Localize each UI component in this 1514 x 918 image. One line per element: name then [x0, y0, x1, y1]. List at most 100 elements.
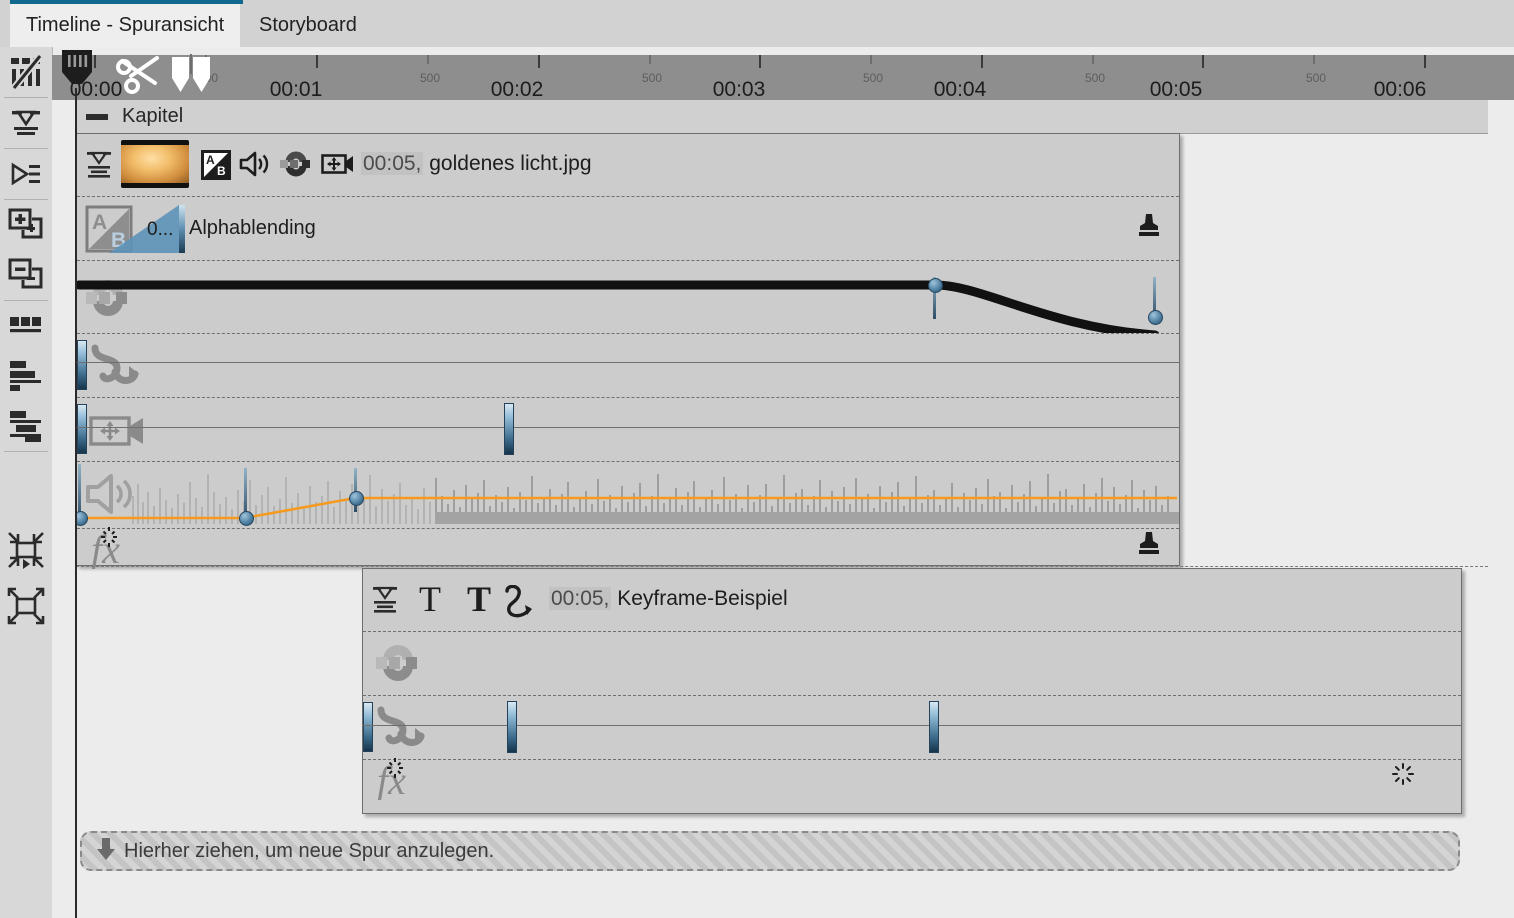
timeline-body: Kapitel A: [52, 100, 1514, 918]
ruler-minor-label: 500: [862, 71, 884, 85]
clip-header-row[interactable]: A B: [77, 134, 1179, 196]
ruler-tick-minor: [1313, 55, 1315, 64]
keyframe-stem: [244, 468, 247, 520]
stamp-icon[interactable]: [1137, 211, 1161, 244]
zoom-expand-arrow-icon[interactable]: [0, 553, 52, 575]
ruler-tick-major: [981, 55, 983, 68]
svg-text:A: A: [92, 211, 107, 234]
keyframe-dot[interactable]: [1148, 310, 1163, 325]
timeline-ruler[interactable]: 500 500 500 500 500 500 00:00 00:01 00:0…: [52, 55, 1514, 101]
split-mode-icon[interactable]: [0, 47, 52, 97]
transition-value: 0...: [147, 219, 174, 240]
insert-down-icon[interactable]: [0, 98, 52, 148]
split-marker-icon[interactable]: [170, 52, 212, 101]
keyframe-dot[interactable]: [77, 511, 88, 526]
ruler-tick-major: [94, 55, 96, 68]
keyframe-stem: [1153, 277, 1156, 319]
keyframe-dot[interactable]: [349, 491, 364, 506]
curl-icon[interactable]: [503, 584, 537, 624]
chapter-bar[interactable]: Kapitel: [76, 100, 1488, 134]
ruler-tick-major: [1202, 55, 1204, 68]
motion-baseline: [77, 362, 1179, 363]
motion-row[interactable]: [363, 696, 1461, 759]
single-track-view-icon[interactable]: [0, 301, 52, 351]
toolbar-divider: [4, 300, 48, 301]
clip-title: 00:05, Keyframe-Beispiel: [549, 587, 788, 611]
motion-baseline: [363, 725, 1461, 726]
magnet-icon: [375, 640, 423, 691]
keyframe-marker[interactable]: [363, 702, 373, 752]
transition-row[interactable]: A B 0... Alphablending: [77, 197, 1179, 260]
row-divider: [77, 196, 1179, 197]
stagger-track-view-icon[interactable]: [0, 401, 52, 451]
minus-icon[interactable]: [86, 113, 108, 120]
audio-row[interactable]: [77, 462, 1179, 528]
magnet-icon[interactable]: [279, 148, 313, 180]
clip-name: Keyframe-Beispiel: [617, 587, 788, 610]
video-clip[interactable]: A B: [76, 133, 1180, 572]
track-insert-icon[interactable]: [371, 585, 399, 615]
keyframe-dot[interactable]: [928, 278, 943, 293]
ruler-tick-major: [538, 55, 540, 68]
volume-envelope[interactable]: [77, 462, 1179, 528]
fx-icon[interactable]: fx: [375, 754, 431, 805]
svg-text:A: A: [206, 153, 215, 167]
transition-ramp[interactable]: [109, 205, 185, 253]
toolbar-divider: [4, 199, 48, 200]
add-track-icon[interactable]: [0, 200, 52, 250]
keyframe-dot[interactable]: [239, 511, 254, 526]
keyframe-stem: [933, 277, 936, 319]
keyframe-marker[interactable]: [929, 701, 939, 753]
chapter-label: Kapitel: [122, 105, 184, 127]
playhead-line[interactable]: [75, 88, 77, 918]
curved-arrow-icon: [89, 342, 143, 395]
multi-track-view-icon[interactable]: [0, 351, 52, 401]
text-bold-icon[interactable]: T: [467, 579, 492, 619]
tab-timeline-spuransicht[interactable]: Timeline - Spuransicht: [10, 4, 241, 47]
motion-row[interactable]: [77, 334, 1179, 397]
track-insert-icon[interactable]: [85, 150, 113, 180]
row-divider: [77, 260, 1179, 261]
speaker-icon[interactable]: [239, 150, 271, 178]
effects-row[interactable]: fx: [363, 758, 1461, 813]
toolbar-divider: [4, 97, 48, 98]
ruler-label: 00:03: [712, 78, 766, 101]
svg-text:fx: fx: [377, 758, 406, 800]
keyframe-marker[interactable]: [504, 403, 514, 455]
new-track-drop-zone[interactable]: Hierher ziehen, um neue Spur anzulegen.: [80, 831, 1460, 871]
tab-timeline-label: Timeline - Spuransicht: [26, 14, 225, 36]
keyframe-marker[interactable]: [507, 701, 517, 753]
clip-header-row[interactable]: T T 00:05, Keyframe-Beispiel: [363, 569, 1461, 631]
row-divider: [77, 528, 1179, 529]
zoom-in-fit-icon[interactable]: [0, 581, 52, 631]
ab-transition-icon[interactable]: A B: [201, 150, 231, 180]
fade-curve[interactable]: [77, 261, 1179, 333]
camera-move-icon: [89, 412, 145, 455]
camera-move-icon[interactable]: [321, 150, 355, 178]
keyframe-marker[interactable]: [77, 340, 87, 390]
tab-storyboard[interactable]: Storyboard: [243, 4, 373, 47]
keyframe-stem: [354, 468, 357, 512]
keyframe-marker[interactable]: [77, 404, 87, 454]
clip-thumbnail[interactable]: [121, 140, 189, 188]
stamp-icon[interactable]: [1137, 529, 1161, 562]
zoom-out-fit-icon[interactable]: [0, 525, 52, 575]
curved-arrow-icon: [375, 704, 429, 757]
scissors-icon[interactable]: [115, 52, 163, 101]
clip-title: 00:05, goldenes licht.jpg: [361, 152, 592, 176]
ruler-tick-minor: [870, 55, 872, 64]
effects-row[interactable]: fx: [77, 527, 1179, 572]
magnet-row[interactable]: [363, 632, 1461, 695]
text-icon[interactable]: T: [419, 579, 441, 619]
play-align-icon[interactable]: [0, 149, 52, 199]
camera-move-row[interactable]: [77, 398, 1179, 461]
title-clip[interactable]: T T 00:05, Keyframe-Beispiel: [362, 568, 1462, 814]
remove-track-icon[interactable]: [0, 250, 52, 300]
magnet-curve-row[interactable]: [77, 261, 1179, 333]
tab-bar: Timeline - Spuransicht Storyboard: [0, 0, 1514, 47]
clip-duration: 00:05,: [549, 587, 612, 610]
fx-icon[interactable]: fx: [89, 523, 145, 574]
svg-text:B: B: [217, 164, 226, 178]
ruler-tick-minor: [1092, 55, 1094, 64]
playhead-handle-icon[interactable]: [60, 48, 94, 90]
